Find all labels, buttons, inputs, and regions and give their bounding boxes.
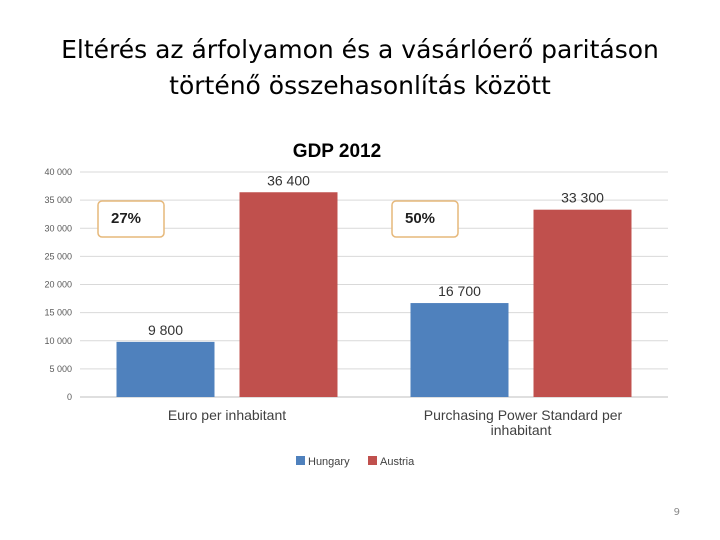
y-tick-label: 35 000 [44, 195, 72, 205]
data-label-hungary: 16 700 [438, 283, 481, 299]
legend-label-austria: Austria [380, 456, 415, 468]
bar-austria [533, 209, 632, 397]
x-category-label: inhabitant [491, 422, 552, 438]
y-tick-label: 15 000 [44, 308, 72, 318]
data-label-hungary: 9 800 [148, 322, 183, 338]
y-tick-label: 25 000 [44, 251, 72, 261]
data-label-austria: 36 400 [267, 172, 310, 188]
legend: Hungary Austria [296, 456, 415, 468]
y-tick-label: 5 000 [49, 364, 72, 374]
percent-callout-box [97, 200, 165, 238]
percent-callout-label: 27% [111, 210, 141, 227]
slide-title-line-2: történő összehasonlítás között [169, 71, 551, 100]
y-axis: 0 5 000 10 000 15 000 20 000 25 000 30 000 35 0… [44, 167, 72, 402]
chart-title: GDP 2012 [293, 141, 381, 162]
data-labels: 9 800 36 400 16 700 33 300 [148, 172, 604, 338]
bar-hungary [410, 303, 509, 397]
y-tick-label: 10 000 [44, 336, 72, 346]
slide-title: Eltérés az árfolyamon és a vásárlóerő pa… [20, 32, 700, 104]
y-tick-label: 30 000 [44, 223, 72, 233]
data-label-austria: 33 300 [561, 190, 604, 206]
bar-austria [239, 192, 338, 397]
y-tick-label: 20 000 [44, 280, 72, 290]
x-category-label: Euro per inhabitant [168, 407, 286, 423]
y-tick-label: 0 [67, 392, 72, 402]
slide-title-line-1: Eltérés az árfolyamon és a vásárlóerő pa… [61, 35, 659, 64]
page-number: 9 [673, 507, 680, 518]
bars [116, 192, 632, 397]
percent-callout-box [391, 200, 459, 238]
legend-label-hungary: Hungary [308, 456, 350, 468]
legend-swatch-austria [368, 456, 377, 465]
y-tick-label: 40 000 [44, 167, 72, 177]
callouts: 27% 50% [97, 200, 459, 238]
x-category-label: Purchasing Power Standard per [424, 407, 623, 423]
x-axis-labels: Euro per inhabitant Purchasing Power Stan… [168, 407, 623, 438]
percent-callout-label: 50% [405, 210, 435, 227]
bar-hungary [116, 341, 215, 397]
legend-swatch-hungary [296, 456, 305, 465]
